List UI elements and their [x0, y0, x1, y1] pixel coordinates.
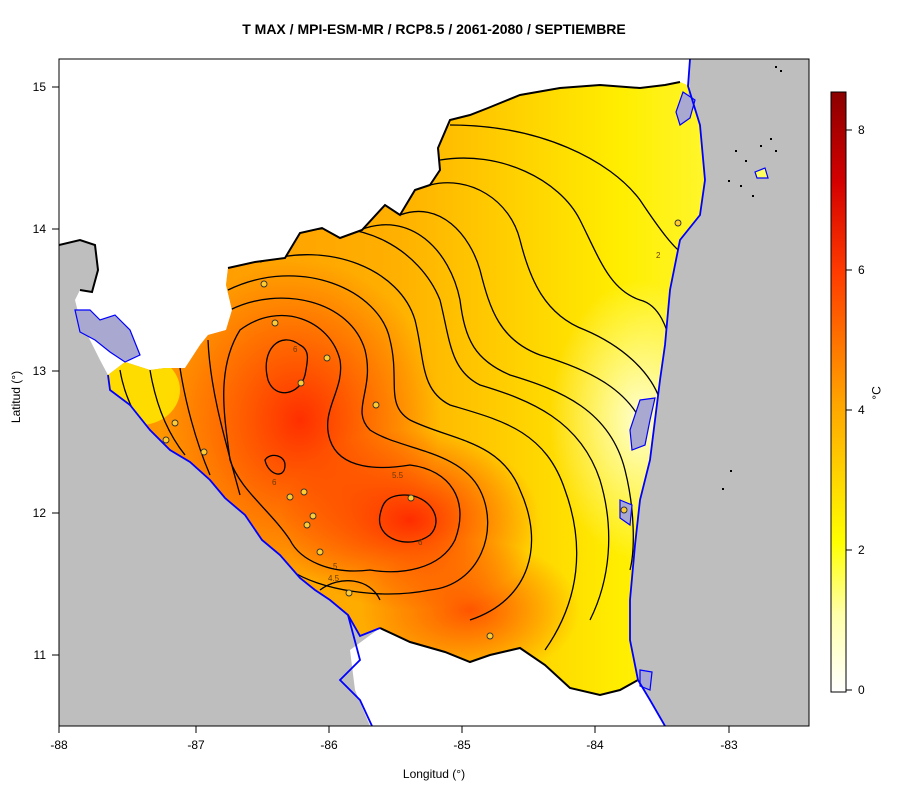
pacific-coastline	[107, 374, 381, 726]
colorbar-unit: °C	[869, 386, 884, 400]
station-point	[260, 280, 268, 288]
honduras-land	[59, 59, 690, 375]
station-point	[303, 521, 311, 529]
station-point	[300, 488, 308, 496]
colorbar-tick-label: 0	[858, 683, 865, 697]
y-tick-label: 11	[34, 648, 47, 662]
station-point	[271, 319, 279, 327]
x-tick-label: -84	[586, 738, 604, 752]
temperature-field: 5.5 5 4.5 6 6 6 2	[108, 82, 705, 695]
contour-lines	[119, 124, 686, 651]
contour-label: 6	[272, 478, 277, 487]
contour-label: 2	[656, 251, 661, 260]
gulf-of-fonseca	[74, 309, 141, 363]
southern-border	[379, 627, 639, 697]
northern-border	[227, 81, 681, 269]
corn-island	[754, 167, 769, 179]
station-point	[345, 589, 353, 597]
station-point	[200, 448, 208, 456]
colorbar-tick-label: 8	[858, 123, 865, 137]
colorbar-tick-labels: 0 2 4 6 8	[858, 123, 865, 697]
pearl-lagoon	[629, 397, 656, 451]
contour-label: 5	[333, 562, 338, 571]
coastal-lagoon-north	[675, 91, 696, 126]
y-tick-labels: 11 12 13 14 15	[33, 80, 47, 662]
caribbean-coastline	[629, 59, 706, 726]
x-tick-label: -87	[187, 738, 205, 752]
south-white-area	[350, 628, 665, 726]
colorbar-tick-label: 4	[858, 403, 865, 417]
station-point	[171, 419, 179, 427]
station-point	[323, 354, 331, 362]
x-ticks	[58, 726, 730, 733]
y-tick-label: 12	[33, 506, 47, 520]
colorbar-tick-label: 2	[858, 543, 865, 557]
x-tick-labels: -88 -87 -86 -85 -84 -83	[50, 738, 738, 752]
station-point	[620, 506, 628, 514]
y-tick-label: 13	[33, 364, 47, 378]
contour-label: 4.5	[328, 574, 340, 583]
cays	[722, 66, 782, 490]
x-tick-label: -88	[50, 738, 68, 752]
colorbar	[830, 91, 847, 693]
station-point	[297, 379, 305, 387]
contour-label-group: 5.5 5 4.5 6 6 6 2	[272, 251, 661, 583]
colorbar-ticks	[846, 129, 852, 691]
map-title: T MAX / MPI-ESM-MR / RCP8.5 / 2061-2080 …	[242, 21, 626, 37]
y-ticks	[52, 86, 59, 656]
salvador-border	[59, 238, 100, 294]
x-tick-label: -83	[720, 738, 738, 752]
contour-label: 6	[418, 538, 423, 547]
colorbar-tick-label: 6	[858, 263, 865, 277]
station-point	[407, 494, 415, 502]
plot-frame	[58, 58, 810, 727]
station-points	[162, 219, 682, 640]
station-point	[309, 512, 317, 520]
station-point	[286, 493, 294, 501]
y-tick-label: 15	[33, 80, 47, 94]
contour-label: 5.5	[392, 471, 404, 480]
station-point	[674, 219, 682, 227]
x-tick-label: -86	[320, 738, 338, 752]
contour-label: 6	[293, 345, 298, 354]
x-axis-label: Longitud (°)	[402, 767, 466, 781]
y-axis-label: Latitud (°)	[9, 370, 24, 424]
y-tick-label: 14	[33, 222, 47, 236]
station-point	[162, 436, 170, 444]
x-tick-label: -85	[453, 738, 471, 752]
station-point	[486, 632, 494, 640]
san-juan-mouth	[639, 669, 653, 691]
station-point	[316, 548, 324, 556]
station-point	[372, 401, 380, 409]
